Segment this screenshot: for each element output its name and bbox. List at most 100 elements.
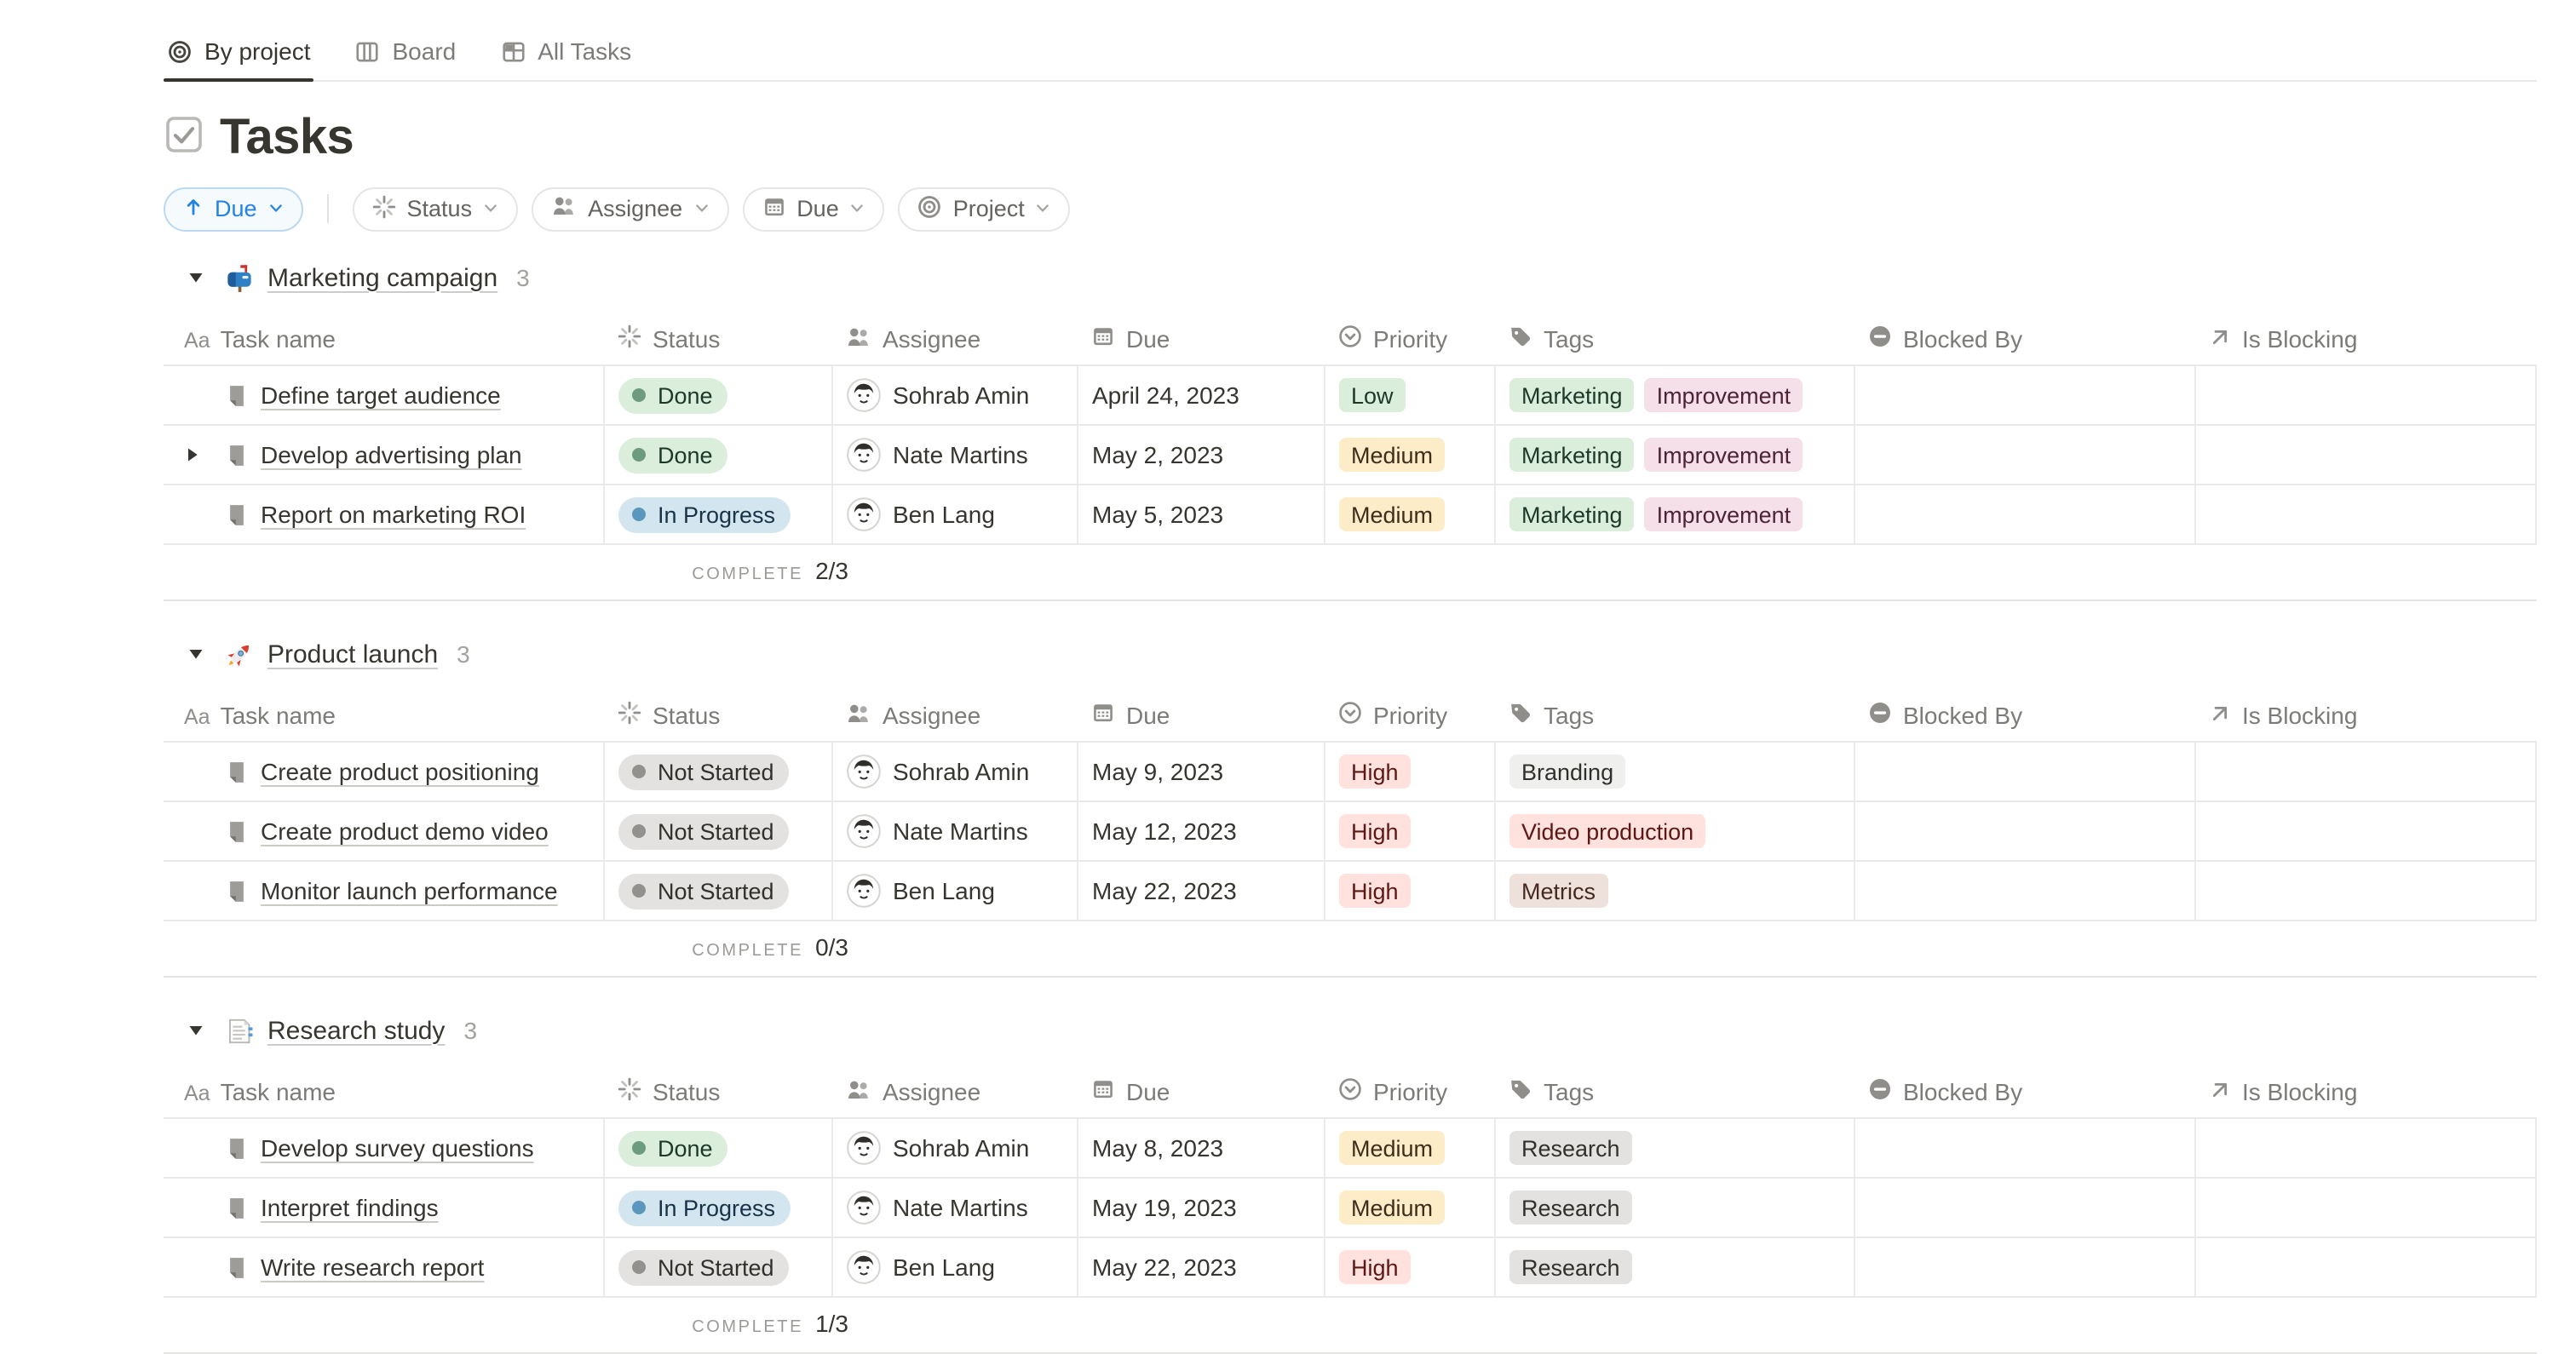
tag-chip[interactable]: Improvement [1644, 497, 1803, 531]
tag-chip[interactable]: Branding [1509, 754, 1626, 789]
column-header-due[interactable]: Due [1077, 1066, 1324, 1117]
group-aggregate[interactable]: COMPLETE 1/3 [164, 1298, 2537, 1354]
task-name[interactable]: Create product positioning [261, 758, 539, 785]
priority-chip[interactable]: Medium [1339, 497, 1446, 531]
task-name-cell[interactable]: Develop survey questions [164, 1119, 603, 1177]
status-cell[interactable]: Done [603, 366, 831, 424]
due-date-cell[interactable]: May 22, 2023 [1077, 862, 1324, 920]
tag-chip[interactable]: Marketing [1509, 378, 1635, 412]
column-header-task-name[interactable]: Aa Task name [164, 313, 603, 364]
sort-chip-due[interactable]: Due [164, 186, 303, 231]
tab-by-project[interactable]: By project [164, 37, 315, 82]
column-header-priority[interactable]: Priority [1324, 313, 1494, 364]
status-pill[interactable]: Not Started [618, 754, 790, 789]
group-name[interactable]: Product launch [267, 640, 439, 668]
column-header-is-blocking[interactable]: Is Blocking [2194, 690, 2537, 741]
column-header-due[interactable]: Due [1077, 313, 1324, 364]
blocked-by-cell[interactable] [1854, 862, 2194, 920]
priority-cell[interactable]: Medium [1324, 1119, 1494, 1177]
priority-chip[interactable]: High [1339, 1250, 1411, 1284]
task-name[interactable]: Create product demo video [261, 818, 549, 845]
column-header-priority[interactable]: Priority [1324, 690, 1494, 741]
is-blocking-cell[interactable] [2194, 743, 2537, 800]
task-name-cell[interactable]: Create product demo video [164, 802, 603, 860]
column-header-tags[interactable]: Tags [1494, 1066, 1854, 1117]
column-header-task-name[interactable]: Aa Task name [164, 1066, 603, 1117]
task-name-cell[interactable]: Monitor launch performance [164, 862, 603, 920]
task-name[interactable]: Report on marketing ROI [261, 501, 526, 528]
priority-cell[interactable]: High [1324, 1238, 1494, 1296]
priority-cell[interactable]: Medium [1324, 485, 1494, 543]
tag-chip[interactable]: Marketing [1509, 497, 1635, 531]
is-blocking-cell[interactable] [2194, 366, 2537, 424]
assignee-cell[interactable]: Nate Martins [831, 1179, 1077, 1236]
tag-chip[interactable]: Research [1509, 1250, 1632, 1284]
task-name[interactable]: Develop survey questions [261, 1134, 534, 1162]
tag-chip[interactable]: Research [1509, 1131, 1632, 1165]
column-header-priority[interactable]: Priority [1324, 1066, 1494, 1117]
task-name[interactable]: Interpret findings [261, 1194, 439, 1221]
blocked-by-cell[interactable] [1854, 366, 2194, 424]
is-blocking-cell[interactable] [2194, 426, 2537, 484]
status-cell[interactable]: In Progress [603, 485, 831, 543]
priority-cell[interactable]: Medium [1324, 1179, 1494, 1236]
priority-chip[interactable]: Low [1339, 378, 1406, 412]
blocked-by-cell[interactable] [1854, 485, 2194, 543]
blocked-by-cell[interactable] [1854, 1238, 2194, 1296]
assignee-cell[interactable]: Nate Martins [831, 802, 1077, 860]
tags-cell[interactable]: Research [1494, 1179, 1854, 1236]
priority-chip[interactable]: Medium [1339, 1131, 1446, 1165]
task-name-cell[interactable]: Define target audience [164, 366, 603, 424]
status-cell[interactable]: Done [603, 1119, 831, 1177]
is-blocking-cell[interactable] [2194, 1119, 2537, 1177]
due-date-cell[interactable]: May 12, 2023 [1077, 802, 1324, 860]
due-date-cell[interactable]: May 8, 2023 [1077, 1119, 1324, 1177]
column-header-assignee[interactable]: Assignee [831, 313, 1077, 364]
blocked-by-cell[interactable] [1854, 426, 2194, 484]
due-date-cell[interactable]: May 2, 2023 [1077, 426, 1324, 484]
filter-chip-status[interactable]: Status [352, 186, 519, 231]
column-header-assignee[interactable]: Assignee [831, 690, 1077, 741]
status-cell[interactable]: Not Started [603, 1238, 831, 1296]
status-pill[interactable]: Not Started [618, 873, 790, 909]
status-pill[interactable]: Not Started [618, 1249, 790, 1285]
tag-chip[interactable]: Improvement [1644, 438, 1803, 472]
priority-cell[interactable]: High [1324, 862, 1494, 920]
blocked-by-cell[interactable] [1854, 1119, 2194, 1177]
tab-board[interactable]: Board [352, 37, 460, 80]
due-date-cell[interactable]: May 19, 2023 [1077, 1179, 1324, 1236]
assignee-cell[interactable]: Sohrab Amin [831, 743, 1077, 800]
priority-chip[interactable]: Medium [1339, 438, 1446, 472]
tab-all-tasks[interactable]: All Tasks [497, 37, 635, 80]
task-name[interactable]: Monitor launch performance [261, 877, 558, 904]
filter-chip-due[interactable]: Due [742, 186, 885, 231]
is-blocking-cell[interactable] [2194, 862, 2537, 920]
tags-cell[interactable]: Branding [1494, 743, 1854, 800]
status-cell[interactable]: Not Started [603, 743, 831, 800]
group-aggregate[interactable]: COMPLETE 0/3 [164, 921, 2537, 978]
priority-chip[interactable]: High [1339, 814, 1411, 848]
assignee-cell[interactable]: Nate Martins [831, 426, 1077, 484]
task-name[interactable]: Define target audience [261, 382, 501, 409]
tag-chip[interactable]: Research [1509, 1190, 1632, 1225]
assignee-cell[interactable]: Sohrab Amin [831, 1119, 1077, 1177]
due-date-cell[interactable]: May 22, 2023 [1077, 1238, 1324, 1296]
tags-cell[interactable]: Marketing Improvement [1494, 426, 1854, 484]
status-pill[interactable]: Done [618, 437, 728, 473]
status-cell[interactable]: Done [603, 426, 831, 484]
column-header-is-blocking[interactable]: Is Blocking [2194, 313, 2537, 364]
status-pill[interactable]: Done [618, 377, 728, 413]
status-pill[interactable]: In Progress [618, 1190, 791, 1225]
column-header-status[interactable]: Status [603, 690, 831, 741]
is-blocking-cell[interactable] [2194, 485, 2537, 543]
tags-cell[interactable]: Research [1494, 1238, 1854, 1296]
column-header-blocked-by[interactable]: Blocked By [1854, 313, 2194, 364]
assignee-cell[interactable]: Sohrab Amin [831, 366, 1077, 424]
blocked-by-cell[interactable] [1854, 743, 2194, 800]
tags-cell[interactable]: Research [1494, 1119, 1854, 1177]
is-blocking-cell[interactable] [2194, 1238, 2537, 1296]
due-date-cell[interactable]: May 9, 2023 [1077, 743, 1324, 800]
column-header-due[interactable]: Due [1077, 690, 1324, 741]
expand-toggle-icon[interactable] [184, 446, 225, 463]
due-date-cell[interactable]: May 5, 2023 [1077, 485, 1324, 543]
